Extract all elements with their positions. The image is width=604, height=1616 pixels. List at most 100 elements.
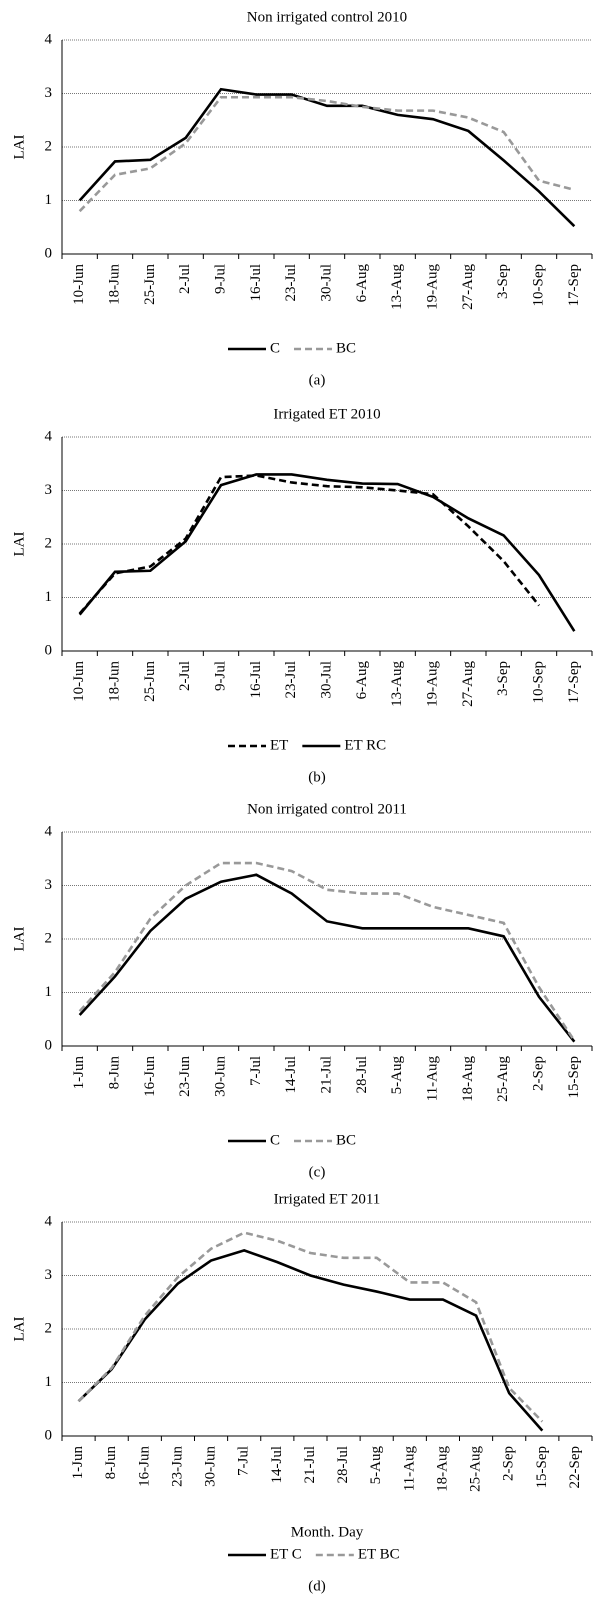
x-tick-label: 28-Jul: [354, 1056, 370, 1094]
legend-label: BC: [336, 1132, 356, 1148]
x-tick-label: 16-Jul: [248, 264, 264, 302]
y-axis-label: LAI: [11, 135, 27, 160]
y-tick-label: 4: [45, 1213, 53, 1229]
x-tick-label: 10-Sep: [530, 264, 546, 307]
x-tick-label: 16-Jun: [136, 1446, 152, 1487]
y-tick-label: 1: [45, 589, 53, 605]
x-tick-label: 6-Aug: [354, 661, 370, 700]
x-tick-label: 3-Sep: [495, 264, 511, 299]
legend-label: ET RC: [344, 737, 386, 753]
chart-title: Non irrigated control 2011: [247, 801, 407, 817]
x-tick-label: 8-Jun: [106, 1056, 122, 1090]
x-tick-label: 5-Aug: [389, 1056, 405, 1095]
x-tick-label: 21-Jul: [318, 1056, 334, 1094]
y-tick-label: 3: [45, 482, 53, 498]
x-tick-label: 8-Jun: [103, 1446, 119, 1480]
series-line: [78, 87, 576, 228]
caption: (b): [308, 769, 326, 785]
x-tick-label: 16-Jun: [142, 1056, 158, 1097]
x-tick-label: 18-Aug: [460, 1056, 476, 1102]
x-tick-label: 13-Aug: [389, 264, 405, 310]
x-tick-label: 23-Jul: [283, 264, 299, 302]
series-line: [78, 861, 576, 1042]
legend-label: ET BC: [358, 1546, 400, 1562]
x-tick-label: 2-Sep: [501, 1446, 517, 1481]
chart-title: Irrigated ET 2010: [273, 406, 380, 422]
y-tick-label: 1: [45, 1374, 53, 1390]
x-tick-label: 18-Aug: [434, 1446, 450, 1492]
y-tick-label: 2: [45, 930, 53, 946]
legend-label: BC: [336, 340, 356, 356]
y-tick-label: 0: [45, 245, 53, 261]
caption: (d): [308, 1578, 326, 1594]
x-tick-label: 5-Aug: [368, 1446, 384, 1485]
x-tick-label: 18-Jun: [106, 661, 122, 702]
y-tick-label: 0: [45, 642, 53, 658]
x-tick-label: 25-Aug: [495, 1056, 511, 1102]
y-axis-label: LAI: [11, 1317, 27, 1342]
x-tick-label: 25-Aug: [468, 1446, 484, 1492]
x-axis-label: Month. Day: [291, 1524, 364, 1540]
x-tick-label: 17-Sep: [566, 264, 582, 307]
x-tick-label: 30-Jul: [318, 264, 334, 302]
y-tick-label: 0: [45, 1427, 53, 1443]
y-axis-label: LAI: [11, 927, 27, 952]
y-tick-label: 4: [45, 428, 53, 444]
legend-label: C: [270, 340, 280, 356]
x-tick-label: 2-Jul: [177, 264, 193, 294]
y-tick-label: 1: [45, 192, 53, 208]
x-tick-label: 27-Aug: [460, 661, 476, 707]
caption: (c): [309, 1164, 326, 1180]
x-tick-label: 9-Jul: [212, 661, 228, 691]
legend-label: ET: [270, 737, 288, 753]
x-tick-label: 15-Sep: [534, 1446, 550, 1489]
x-tick-label: 6-Aug: [354, 264, 370, 303]
x-tick-label: 2-Jul: [177, 661, 193, 691]
caption: (a): [309, 372, 326, 388]
x-tick-label: 18-Jun: [106, 264, 122, 305]
x-tick-label: 27-Aug: [460, 264, 476, 310]
x-tick-label: 7-Jul: [248, 1056, 264, 1086]
x-tick-label: 11-Aug: [401, 1446, 417, 1492]
x-tick-label: 23-Jul: [283, 661, 299, 699]
y-tick-label: 2: [45, 535, 53, 551]
x-tick-label: 19-Aug: [424, 264, 440, 310]
y-tick-label: 2: [45, 1320, 53, 1336]
y-tick-label: 1: [45, 984, 53, 1000]
x-tick-label: 1-Jun: [70, 1446, 86, 1480]
x-tick-label: 19-Aug: [424, 661, 440, 707]
series-line: [78, 873, 576, 1043]
x-tick-label: 23-Jun: [177, 1056, 193, 1097]
x-tick-label: 28-Jul: [335, 1446, 351, 1484]
legend-label: ET C: [270, 1546, 302, 1562]
y-tick-label: 3: [45, 85, 53, 101]
x-tick-label: 15-Sep: [566, 1056, 582, 1099]
x-tick-label: 10-Jun: [71, 661, 87, 702]
x-tick-label: 25-Jun: [142, 661, 158, 702]
y-tick-label: 4: [45, 823, 53, 839]
x-tick-label: 30-Jul: [318, 661, 334, 699]
x-tick-label: 14-Jul: [269, 1446, 285, 1484]
x-tick-label: 1-Jun: [71, 1056, 87, 1090]
y-tick-label: 3: [45, 1267, 53, 1283]
x-tick-label: 16-Jul: [248, 661, 264, 699]
y-tick-label: 4: [45, 31, 53, 47]
chart-title: Non irrigated control 2010: [247, 9, 407, 25]
series-line: [78, 95, 575, 213]
x-tick-label: 21-Jul: [302, 1446, 318, 1484]
x-tick-label: 23-Jun: [169, 1446, 185, 1487]
x-tick-label: 11-Aug: [424, 1056, 440, 1102]
x-tick-label: 9-Jul: [212, 264, 228, 294]
x-tick-label: 7-Jul: [236, 1446, 252, 1476]
x-tick-label: 2-Sep: [530, 1056, 546, 1091]
x-tick-label: 25-Jun: [142, 264, 158, 305]
chart-title: Irrigated ET 2011: [274, 1191, 381, 1207]
x-tick-label: 17-Sep: [566, 661, 582, 704]
y-axis-label: LAI: [11, 532, 27, 557]
y-tick-label: 2: [45, 138, 53, 154]
series-line: [77, 1231, 544, 1423]
x-tick-label: 10-Jun: [71, 264, 87, 305]
x-tick-label: 10-Sep: [530, 661, 546, 704]
